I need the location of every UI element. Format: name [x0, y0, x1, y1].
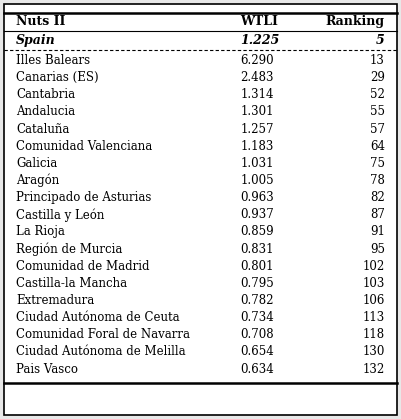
Text: 57: 57: [370, 123, 385, 136]
Text: Ciudad Autónoma de Melilla: Ciudad Autónoma de Melilla: [16, 345, 186, 359]
Text: 0.831: 0.831: [241, 243, 274, 256]
Text: Spain: Spain: [16, 34, 56, 47]
Text: 0.734: 0.734: [241, 311, 274, 324]
Text: La Rioja: La Rioja: [16, 225, 65, 238]
Text: Ciudad Autónoma de Ceuta: Ciudad Autónoma de Ceuta: [16, 311, 180, 324]
Text: 55: 55: [370, 106, 385, 119]
Text: Cantabria: Cantabria: [16, 88, 75, 101]
Text: Aragón: Aragón: [16, 174, 59, 187]
Text: 1.225: 1.225: [241, 34, 280, 47]
Text: Andalucia: Andalucia: [16, 106, 75, 119]
Text: 95: 95: [370, 243, 385, 256]
Text: 0.708: 0.708: [241, 328, 274, 341]
Text: 1.301: 1.301: [241, 106, 274, 119]
Text: Pais Vasco: Pais Vasco: [16, 362, 78, 375]
Text: 118: 118: [363, 328, 385, 341]
Text: 106: 106: [363, 294, 385, 307]
Text: Extremadura: Extremadura: [16, 294, 94, 307]
Text: 78: 78: [370, 174, 385, 187]
Text: 132: 132: [363, 362, 385, 375]
Text: 1.314: 1.314: [241, 88, 274, 101]
Text: Comunidad Valenciana: Comunidad Valenciana: [16, 140, 152, 153]
Text: Galicia: Galicia: [16, 157, 57, 170]
Text: Canarias (ES): Canarias (ES): [16, 71, 99, 84]
Text: 87: 87: [370, 208, 385, 221]
Text: 1.183: 1.183: [241, 140, 274, 153]
Text: Comunidad de Madrid: Comunidad de Madrid: [16, 260, 150, 273]
Text: 1.257: 1.257: [241, 123, 274, 136]
Text: 0.801: 0.801: [241, 260, 274, 273]
Text: Principado de Asturias: Principado de Asturias: [16, 191, 152, 204]
Text: Castilla-la Mancha: Castilla-la Mancha: [16, 277, 127, 290]
Text: Castilla y León: Castilla y León: [16, 208, 104, 222]
Text: 0.937: 0.937: [241, 208, 274, 221]
Text: Comunidad Foral de Navarra: Comunidad Foral de Navarra: [16, 328, 190, 341]
Text: 0.795: 0.795: [241, 277, 274, 290]
Text: Ranking: Ranking: [326, 16, 385, 28]
Text: 0.634: 0.634: [241, 362, 274, 375]
Text: 75: 75: [370, 157, 385, 170]
Text: 0.963: 0.963: [241, 191, 274, 204]
Text: 1.005: 1.005: [241, 174, 274, 187]
Text: WTLI: WTLI: [241, 16, 278, 28]
Text: 113: 113: [363, 311, 385, 324]
Text: 0.859: 0.859: [241, 225, 274, 238]
Text: 130: 130: [363, 345, 385, 359]
Text: Cataluña: Cataluña: [16, 123, 69, 136]
Text: Región de Murcia: Región de Murcia: [16, 242, 122, 256]
Text: 6.290: 6.290: [241, 54, 274, 67]
Text: 52: 52: [370, 88, 385, 101]
Text: 29: 29: [370, 71, 385, 84]
Text: 13: 13: [370, 54, 385, 67]
Text: 5: 5: [376, 34, 385, 47]
Text: 0.654: 0.654: [241, 345, 274, 359]
Text: 1.031: 1.031: [241, 157, 274, 170]
Text: 102: 102: [363, 260, 385, 273]
Text: 0.782: 0.782: [241, 294, 274, 307]
Text: 82: 82: [370, 191, 385, 204]
Text: 103: 103: [363, 277, 385, 290]
Text: 2.483: 2.483: [241, 71, 274, 84]
Text: Nuts II: Nuts II: [16, 16, 65, 28]
Text: 64: 64: [370, 140, 385, 153]
Text: Illes Balears: Illes Balears: [16, 54, 90, 67]
Text: 91: 91: [370, 225, 385, 238]
